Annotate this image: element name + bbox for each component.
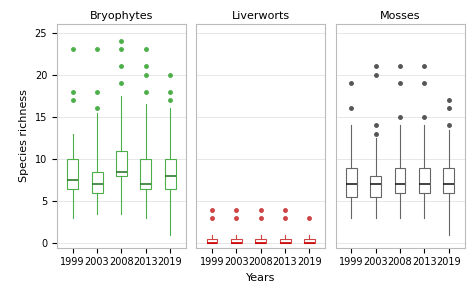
Title: Bryophytes: Bryophytes	[90, 11, 153, 21]
Title: Liverworts: Liverworts	[232, 11, 290, 21]
Bar	[394, 168, 405, 193]
Bar	[255, 239, 266, 243]
Y-axis label: Species richness: Species richness	[19, 89, 29, 182]
Bar	[231, 239, 242, 243]
Bar	[116, 151, 127, 176]
Bar	[67, 159, 78, 189]
Bar	[207, 239, 218, 243]
Bar	[370, 176, 381, 197]
Title: Mosses: Mosses	[380, 11, 420, 21]
Bar	[140, 159, 151, 189]
Bar	[346, 168, 357, 197]
Bar	[304, 239, 315, 243]
X-axis label: Years: Years	[246, 273, 275, 283]
Bar	[419, 168, 430, 193]
Bar	[164, 159, 175, 189]
Bar	[91, 172, 102, 193]
Bar	[443, 168, 454, 193]
Bar	[280, 239, 291, 243]
